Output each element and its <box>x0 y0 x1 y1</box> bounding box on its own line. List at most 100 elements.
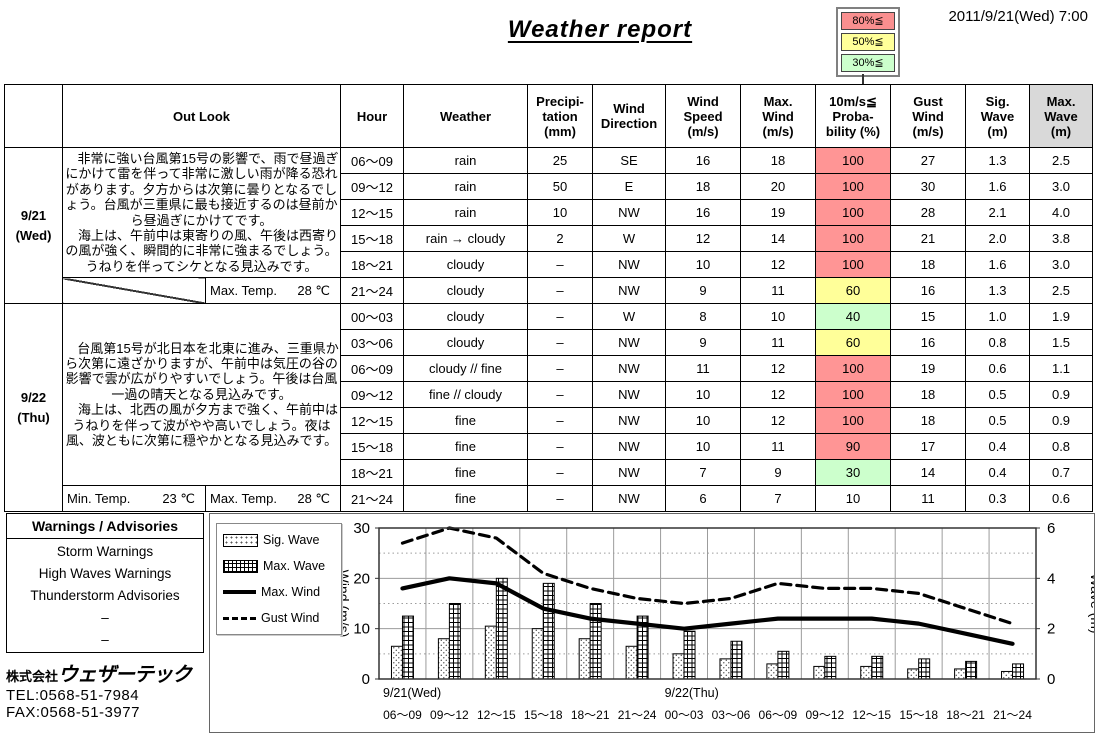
max-wind-cell: 10 <box>740 303 817 330</box>
max-wave-cell: 3.0 <box>1029 173 1094 200</box>
weather-cell: cloudy <box>403 251 529 278</box>
svg-text:6: 6 <box>1047 520 1055 537</box>
probability-cell: 60 <box>815 329 892 356</box>
max-wind-swatch-icon <box>223 590 256 594</box>
sig-wave-cell: 2.1 <box>965 199 1031 226</box>
gust-wind-cell: 28 <box>890 199 967 226</box>
wind-direction-cell: NW <box>592 433 667 460</box>
weather-cell: rain → cloudy <box>403 225 529 252</box>
table-row: 18〜21 cloudy – NW 10 12 100 18 1.6 3.0 <box>5 251 1094 278</box>
svg-text:12〜15: 12〜15 <box>477 708 516 722</box>
svg-text:06〜09: 06〜09 <box>383 708 422 722</box>
wind-speed-cell: 10 <box>665 381 742 408</box>
diagonal-empty-cell <box>62 277 206 304</box>
gust-wind-cell: 19 <box>890 355 967 382</box>
gust-wind-cell: 17 <box>890 433 967 460</box>
weather-cell: cloudy // fine <box>403 355 529 382</box>
max-wave-swatch-icon <box>223 559 258 573</box>
svg-text:21〜24: 21〜24 <box>618 708 657 722</box>
svg-text:9/21(Wed): 9/21(Wed) <box>383 686 441 700</box>
precip-cell: – <box>527 303 594 330</box>
gust-wind-cell: 15 <box>890 303 967 330</box>
wind-direction-cell: NW <box>592 329 667 356</box>
max-wind-cell: 14 <box>740 225 817 252</box>
precip-cell: 2 <box>527 225 594 252</box>
sig-wave-cell: 0.4 <box>965 433 1031 460</box>
probability-cell: 60 <box>815 277 892 304</box>
hour-cell: 06〜09 <box>340 147 405 174</box>
precip-cell: 25 <box>527 147 594 174</box>
weather-cell: fine <box>403 407 529 434</box>
svg-text:10: 10 <box>353 621 370 638</box>
max-wind-cell: 7 <box>740 485 817 512</box>
svg-text:30: 30 <box>353 520 370 537</box>
wind-direction-cell: NW <box>592 459 667 486</box>
precip-cell: – <box>527 329 594 356</box>
sig-wave-cell: 2.0 <box>965 225 1031 252</box>
hour-cell: 03〜06 <box>340 329 405 356</box>
max-wave-cell: 0.8 <box>1029 433 1094 460</box>
warnings-title: Warnings / Advisories <box>7 514 203 539</box>
table-row: 18〜21 fine – NW 7 9 30 14 0.4 0.7 <box>5 459 1094 486</box>
wind-wave-chart-block: 0 10 20 30 0 2 4 6 Wind (m/s) Wave (m) 9/21(Wed) 9/… <box>209 513 1095 733</box>
probability-cell: 100 <box>815 407 892 434</box>
probability-cell: 100 <box>815 355 892 382</box>
max-wave-cell: 2.5 <box>1029 277 1094 304</box>
chart-legend: Sig. Wave Max. Wave Max. Wind Gust Wind <box>216 523 342 635</box>
hour-cell: 12〜15 <box>340 407 405 434</box>
precip-cell: – <box>527 277 594 304</box>
header-row: Out Look Hour Weather Precipi- tation (m… <box>4 84 1094 148</box>
company-fax: FAX:0568-51-3977 <box>6 704 140 721</box>
max-wave-cell: 0.7 <box>1029 459 1094 486</box>
precip-cell: – <box>527 459 594 486</box>
max-wave-cell: 1.1 <box>1029 355 1094 382</box>
hour-cell: 21〜24 <box>340 485 405 512</box>
sig-wave-cell: 0.5 <box>965 381 1031 408</box>
wind-direction-cell: NW <box>592 485 667 512</box>
wind-direction-cell: NW <box>592 199 667 226</box>
max-wave-cell: 0.9 <box>1029 407 1094 434</box>
outlook-cell-921: 非常に強い台風第15号の影響で、雨で昼過ぎにかけて雷を伴って非常に激しい雨が降る… <box>61 147 342 278</box>
probability-column-header: 10m/s≦ Proba- bility (%) <box>815 84 892 148</box>
probability-cell: 100 <box>815 199 892 226</box>
table-row: 09〜12 fine // cloudy – NW 10 12 100 18 0… <box>5 381 1094 408</box>
svg-text:15〜18: 15〜18 <box>524 708 563 722</box>
wind-direction-cell: NW <box>592 251 667 278</box>
wind-direction-cell: W <box>592 225 667 252</box>
svg-text:18〜21: 18〜21 <box>946 708 985 722</box>
wind-speed-cell: 7 <box>665 459 742 486</box>
max-wind-cell: 12 <box>740 407 817 434</box>
wind-speed-cell: 10 <box>665 407 742 434</box>
wind-direction-cell: NW <box>592 355 667 382</box>
weather-cell: cloudy <box>403 329 529 356</box>
max-wind-cell: 9 <box>740 459 817 486</box>
weather-cell: rain <box>403 199 529 226</box>
probability-color-legend: 80%≦ 50%≦ 30%≦ <box>836 7 900 77</box>
gust-wind-cell: 14 <box>890 459 967 486</box>
wind-speed-cell: 10 <box>665 251 742 278</box>
wind-speed-cell: 8 <box>665 303 742 330</box>
gust-wind-cell: 18 <box>890 381 967 408</box>
sig-wave-cell: 0.5 <box>965 407 1031 434</box>
warning-item: – <box>101 631 109 647</box>
sig-wave-cell: 0.8 <box>965 329 1031 356</box>
warning-item: Thunderstorm Advisories <box>30 587 180 603</box>
max-wind-column-header: Max. Wind (m/s) <box>740 84 817 148</box>
legend-max-wave: Max. Wave <box>223 559 335 573</box>
sig-wave-cell: 1.6 <box>965 173 1031 200</box>
company-tel: TEL:0568-51-7984 <box>6 687 140 704</box>
hour-cell: 21〜24 <box>340 277 405 304</box>
wind-direction-cell: E <box>592 173 667 200</box>
table-row: 06〜09 cloudy // fine – NW 11 12 100 19 0… <box>5 355 1094 382</box>
precipitation-column-header: Precipi- tation (mm) <box>527 84 594 148</box>
wind-speed-cell: 6 <box>665 485 742 512</box>
max-wave-cell: 0.9 <box>1029 381 1094 408</box>
probability-cell: 30 <box>815 459 892 486</box>
wind-speed-cell: 10 <box>665 433 742 460</box>
wind-direction-column-header: Wind Direction <box>592 84 667 148</box>
max-wind-cell: 11 <box>740 277 817 304</box>
company-logo: 株式会社ウェザーテック <box>6 664 192 686</box>
max-wave-cell: 3.0 <box>1029 251 1094 278</box>
wind-speed-cell: 11 <box>665 355 742 382</box>
probability-cell: 100 <box>815 225 892 252</box>
